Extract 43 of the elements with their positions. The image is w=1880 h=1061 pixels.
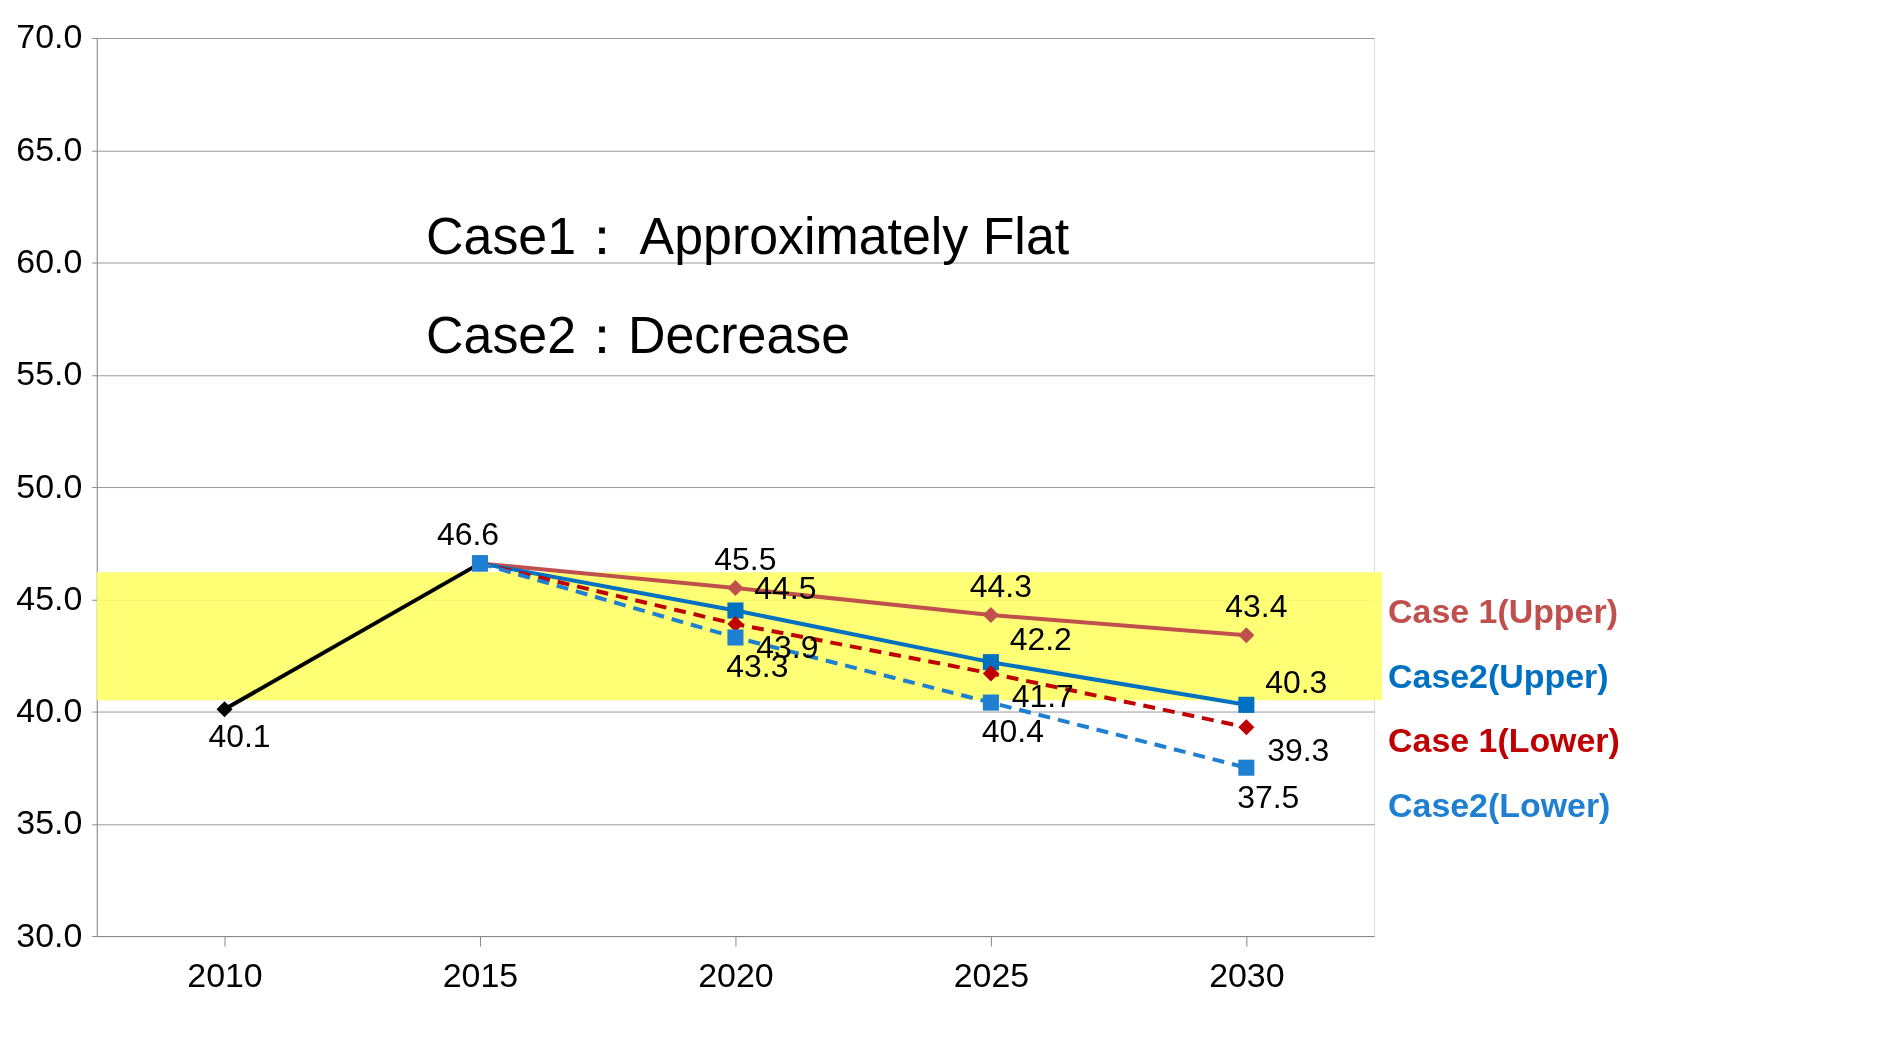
y-tick-label: 70.0 xyxy=(16,17,83,56)
data-label: 42.2 xyxy=(1009,621,1072,658)
data-label: 45.5 xyxy=(714,541,777,578)
x-tick-label: 2010 xyxy=(187,956,263,995)
text: Case2(Upper) xyxy=(1388,656,1609,695)
annotation: Case2：Decrease xyxy=(426,306,851,365)
y-tick-label: 35.0 xyxy=(16,803,83,842)
point xyxy=(727,580,744,597)
point xyxy=(1238,719,1255,736)
data-label: 40.1 xyxy=(208,718,271,755)
text: Case2(Lower) xyxy=(1388,786,1611,825)
x-tick-label: 2025 xyxy=(953,956,1030,995)
point xyxy=(1238,627,1255,644)
data-label: 43.4 xyxy=(1225,588,1288,625)
y-tick-label: 65.0 xyxy=(16,129,83,168)
point xyxy=(982,665,999,682)
y-tick-label: 30.0 xyxy=(16,915,83,954)
x-tick-label: 2030 xyxy=(1209,956,1285,995)
y-tick-label: 55.0 xyxy=(16,354,83,393)
point xyxy=(982,654,999,671)
x-tick-label: 2020 xyxy=(698,956,774,995)
point xyxy=(982,606,999,624)
data-label: 44.3 xyxy=(969,568,1032,605)
point xyxy=(216,701,233,718)
data-label: 37.5 xyxy=(1237,778,1300,815)
annotation: Case1： Approximately Flat xyxy=(426,206,1070,265)
y-tick-label: 50.0 xyxy=(16,466,83,505)
text: Case 1(Lower) xyxy=(1388,721,1620,760)
point xyxy=(727,602,744,619)
y-tick-label: 40.0 xyxy=(16,691,83,730)
data-label: 46.6 xyxy=(436,516,500,553)
point xyxy=(1238,759,1255,776)
data-label: 40.3 xyxy=(1265,663,1328,700)
y-tick-label: 60.0 xyxy=(16,241,83,280)
data-label: 40.4 xyxy=(981,713,1044,750)
x-tick-label: 2015 xyxy=(442,956,519,995)
y-tick-label: 45.0 xyxy=(16,578,83,617)
text: Case 1(Upper) xyxy=(1388,591,1618,630)
data-label: 39.3 xyxy=(1267,732,1330,769)
data-label: 41.7 xyxy=(1011,678,1074,715)
point xyxy=(1238,696,1255,713)
point xyxy=(982,694,999,711)
point xyxy=(727,629,744,646)
